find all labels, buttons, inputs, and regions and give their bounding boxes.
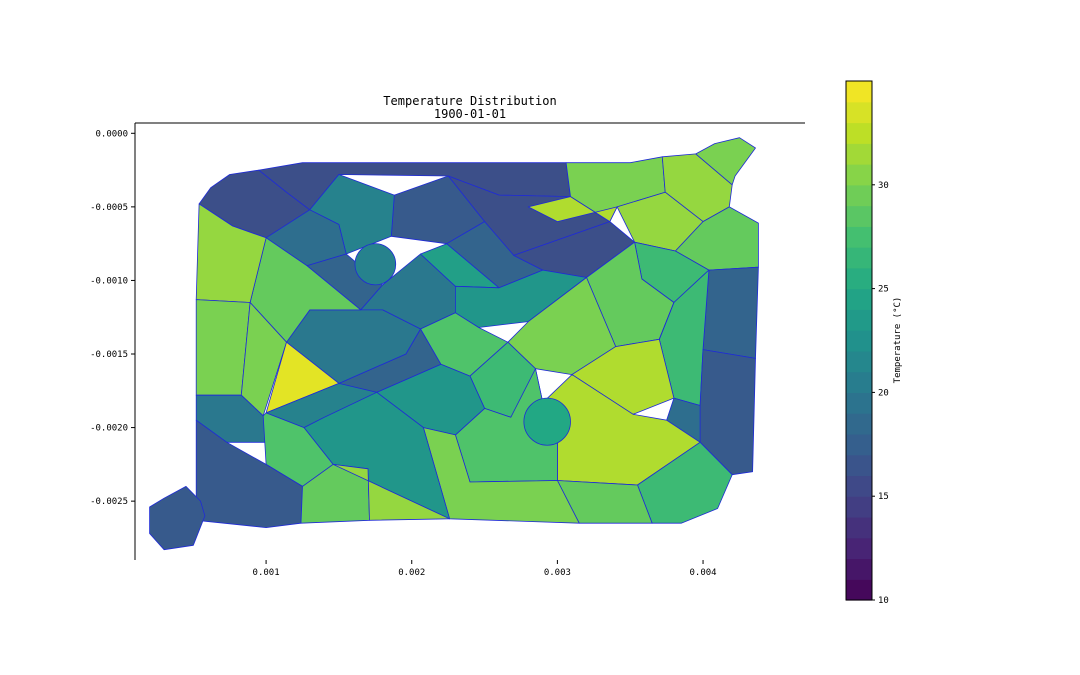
mesh-cell-24 [658,302,675,340]
colorbar-segment-12 [846,330,872,352]
colorbar-label: Temperature (°C) [893,297,903,384]
colorbar-tick-label-1: 15 [878,492,889,502]
plot-area: 0.001 0.002 0.003 0.004 0.0000 -0.0005 -0.001… [90,122,805,578]
mesh-cell-48 [332,463,451,521]
colorbar-segment-5 [846,475,872,497]
y-tick-label-3: -0.0015 [90,350,128,360]
colorbar-segment-10 [846,371,872,393]
mesh-cell-13 [527,196,618,223]
colorbar-segment-18 [846,205,872,227]
colorbar-tick-label-3: 25 [878,285,889,295]
colorbar-frame [845,80,873,601]
mesh-cell-51 [523,397,571,446]
colorbar-segment-19 [846,184,872,207]
y-tick-label-5: -0.0025 [90,497,128,507]
y-tick-label-0: 0.0000 [95,129,128,139]
colorbar-segment-14 [846,288,872,310]
colorbar-segment-1 [846,558,872,580]
mesh-cell-16 [695,137,756,186]
colorbar-segment-15 [846,267,872,290]
colorbar-segment-23 [846,101,872,124]
colorbar-segment-13 [846,309,872,331]
colorbar-tick-label-0: 10 [878,596,889,606]
mesh-cell-50 [354,243,397,286]
colorbar-segment-3 [846,516,872,539]
mesh-cell-21 [454,269,587,328]
colorbar-segment-17 [846,226,872,248]
colorbar: 10 15 20 25 30 Temperature (°C) [845,80,903,606]
x-tick-label-1: 0.002 [398,568,425,578]
x-tick-label-0: 0.001 [253,568,280,578]
colorbar-segment-16 [846,247,872,269]
colorbar-segment-20 [846,164,872,186]
mesh-cells [149,137,759,551]
colorbar-tick-label-4: 30 [878,181,889,191]
mesh-cell-19 [702,266,759,359]
colorbar-segment-8 [846,413,872,435]
x-tick-label-2: 0.003 [544,568,571,578]
mesh-cell-3 [390,175,486,245]
colorbar-tick-label-2: 20 [878,388,889,398]
chart-subtitle: 1900-01-01 [434,107,506,121]
colorbar-segment-2 [846,537,872,560]
y-tick-label-4: -0.0020 [90,424,128,434]
x-tick-label-3: 0.004 [689,568,716,578]
colorbar-gradient [846,81,872,601]
colorbar-segment-21 [846,143,872,165]
colorbar-segment-24 [846,81,872,103]
colorbar-segment-9 [846,392,872,414]
colorbar-ticks: 10 15 20 25 30 [872,181,889,606]
y-tick-label-1: -0.0005 [90,203,128,213]
mesh-cell-39 [195,299,251,396]
y-tick-label-2: -0.0010 [90,276,128,286]
colorbar-segment-4 [846,496,872,518]
chart-title: Temperature Distribution [383,94,556,108]
colorbar-segment-7 [846,433,872,456]
x-axis-ticks: 0.001 0.002 0.003 0.004 [253,560,717,578]
mesh-cell-38 [195,203,267,303]
mesh-cell-49 [149,485,206,551]
y-axis-ticks: 0.0000 -0.0005 -0.0010 -0.0015 -0.0020 -0.002… [90,129,135,507]
colorbar-segment-22 [846,122,872,144]
colorbar-segment-0 [846,579,872,601]
colorbar-segment-6 [846,454,872,477]
colorbar-segment-11 [846,350,872,373]
